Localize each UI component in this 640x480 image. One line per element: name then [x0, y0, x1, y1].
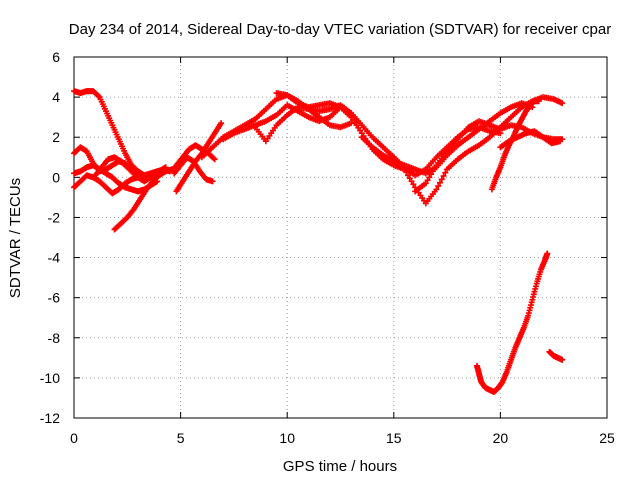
series-arc-q [497, 128, 564, 151]
x-tick-label: 0 [70, 430, 78, 446]
y-tick-label: -10 [40, 370, 60, 386]
data-point [440, 172, 447, 179]
data-point [544, 250, 551, 257]
series-arc-i [173, 120, 225, 195]
plot-frame [73, 56, 608, 419]
data-point [424, 177, 431, 184]
data-point [436, 179, 443, 186]
data-point [559, 100, 566, 107]
data-point [422, 180, 429, 187]
data-point [557, 138, 564, 145]
data-point [559, 356, 566, 363]
series-arc-k [220, 102, 344, 143]
y-tick-label: 4 [52, 89, 60, 105]
data-points [71, 88, 566, 395]
data-point [218, 120, 225, 127]
data-point [438, 176, 445, 183]
y-tick-label: -12 [40, 410, 60, 426]
y-tick-label: -8 [48, 330, 61, 346]
chart-title: Day 234 of 2014, Sidereal Day-to-day VTE… [69, 21, 611, 38]
y-tick-label: 0 [52, 169, 60, 185]
data-point [406, 175, 413, 182]
series-arc-s [546, 348, 566, 363]
y-tick-label: -6 [48, 290, 61, 306]
data-point [408, 178, 415, 185]
y-tick-label: -2 [48, 209, 61, 225]
x-tick-label: 5 [177, 430, 185, 446]
data-point [403, 169, 410, 176]
data-point [95, 93, 102, 100]
data-point [211, 156, 218, 163]
series-arc-e [92, 154, 169, 183]
data-point [433, 186, 440, 193]
data-point [428, 171, 435, 178]
data-point [405, 172, 412, 179]
x-tick-label: 15 [386, 430, 402, 446]
y-tick-label: 2 [52, 129, 60, 145]
data-point [435, 183, 442, 190]
x-axis-label: GPS time / hours [283, 458, 397, 475]
y-tick-label: -4 [48, 250, 61, 266]
data-point [429, 168, 436, 175]
data-point [431, 165, 438, 172]
x-tick-label: 10 [279, 430, 295, 446]
data-point [426, 174, 433, 181]
data-point [535, 98, 542, 105]
y-axis-label: SDTVAR / TECUs [7, 178, 24, 298]
tick-labels: 0 5 10 15 20 25 -12 -10 -8 -6 -4 -2 0 2 4 6 [40, 49, 615, 446]
data-point [442, 169, 449, 176]
series-arc-r [473, 250, 551, 395]
y-tick-label: 6 [52, 49, 60, 65]
data-point [209, 178, 216, 185]
series-arc-n [358, 100, 536, 177]
data-point [410, 181, 417, 188]
axis-ticks [73, 56, 608, 419]
x-tick-label: 20 [493, 430, 509, 446]
x-tick-label: 25 [599, 430, 615, 446]
data-point [210, 155, 217, 162]
